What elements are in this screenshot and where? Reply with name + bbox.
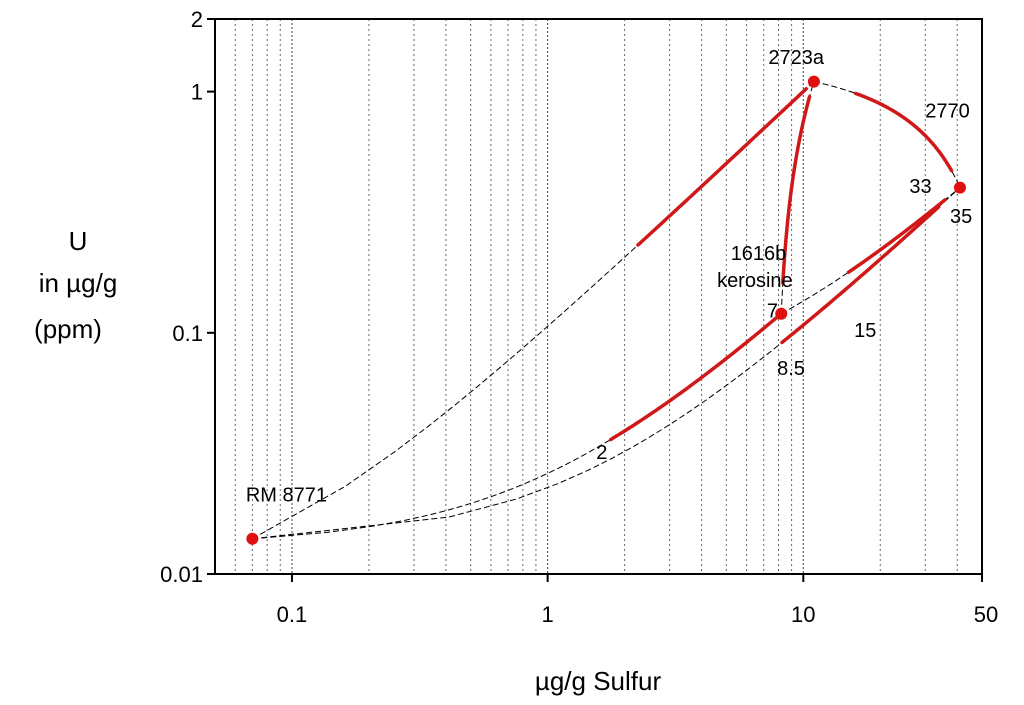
- point-label: kerosine: [717, 270, 793, 292]
- x-tick-label: 50: [974, 602, 998, 627]
- blend-line-dashed: [252, 187, 961, 540]
- point-label: 15: [854, 320, 876, 342]
- point-label: RM 8771: [246, 484, 327, 506]
- blend-curves: [252, 81, 961, 540]
- reference-point: [807, 75, 820, 88]
- blend-line-bold: [846, 198, 947, 274]
- blend-line-dashed: [813, 81, 961, 188]
- point-label: 35: [950, 206, 972, 228]
- reference-points: [246, 75, 966, 545]
- y-tick-label: 0.1: [172, 321, 203, 346]
- x-tick-label: 10: [791, 602, 815, 627]
- blend-line-bold: [781, 94, 812, 285]
- blend-line-bold: [780, 205, 941, 345]
- point-label: 7: [767, 300, 778, 322]
- point-label: 33: [909, 176, 931, 198]
- blend-line-dashed: [252, 81, 815, 540]
- reference-point: [953, 181, 966, 194]
- blend-line-bold: [608, 315, 779, 442]
- y-axis-title-line: U: [69, 226, 88, 256]
- x-axis-title: µg/g Sulfur: [535, 666, 662, 696]
- y-tick-label: 0.01: [160, 562, 203, 587]
- blend-line-bold: [636, 87, 809, 247]
- y-axis-title-line: (ppm): [34, 314, 102, 344]
- x-tick-label: 0.1: [277, 602, 308, 627]
- point-label: 2723a: [768, 47, 824, 69]
- point-label: 2: [596, 442, 607, 464]
- blend-line-bold: [853, 91, 954, 173]
- annotations: µg/g Sulfur Uin µg/g (ppm) RM 8771 1616b kero…: [34, 47, 972, 696]
- point-label: 1616b: [731, 243, 787, 265]
- y-axis-title-line: in µg/g: [39, 268, 118, 298]
- point-label: 2770: [925, 101, 970, 123]
- reference-point: [246, 532, 259, 545]
- y-tick-label: 1: [191, 80, 203, 105]
- plot-frame: [214, 18, 983, 575]
- point-label: 8.5: [777, 358, 805, 380]
- x-tick-label: 1: [542, 602, 554, 627]
- grid-lines: [234, 19, 958, 574]
- y-tick-label: 2: [191, 7, 203, 32]
- blend-line-dashed: [781, 187, 961, 315]
- axis-ticks: 0.1 1 10 50 0.01 0.1 1 2: [160, 7, 998, 627]
- reference-point: [775, 307, 788, 320]
